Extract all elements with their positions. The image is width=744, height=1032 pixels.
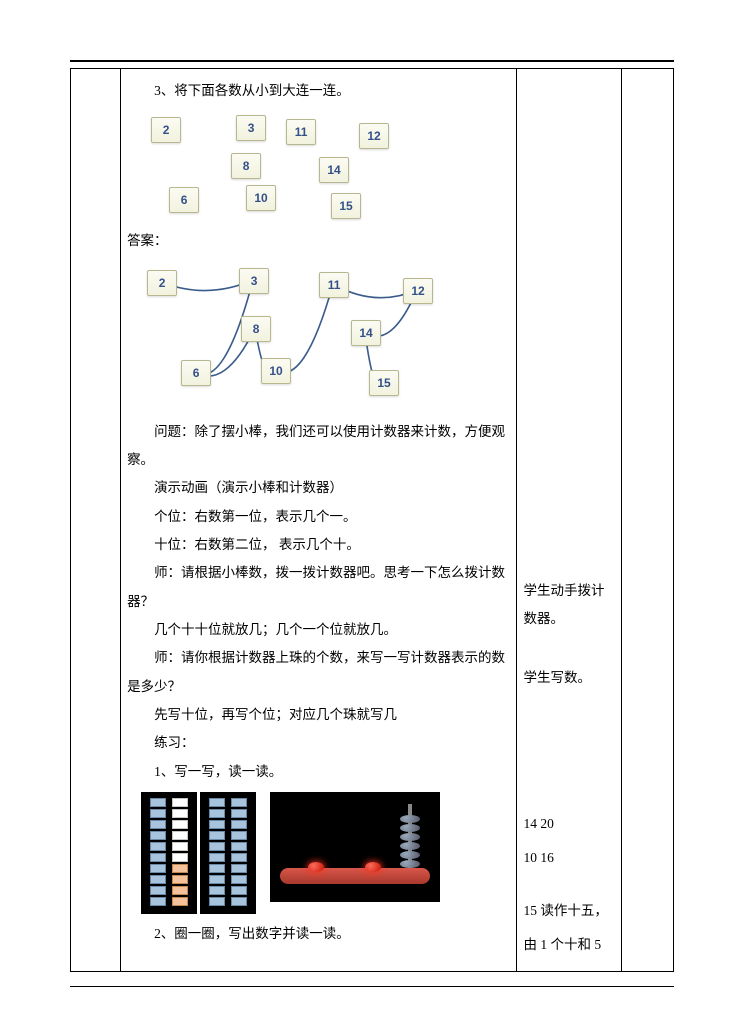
col-main: 3、将下面各数从小到大连一连。 23111281461015 答案： 23111…: [121, 69, 517, 972]
note-3b: 10 16: [523, 844, 614, 872]
abacus-figure: [270, 792, 440, 902]
number-tile: 6: [169, 187, 199, 213]
para-write: 先写十位，再写个位；对应几个珠就写几: [127, 701, 510, 729]
number-tile: 10: [246, 185, 276, 211]
number-tile: 15: [331, 193, 361, 219]
abacus-bead: [400, 824, 420, 832]
header-rule: [70, 60, 674, 62]
number-tile: 3: [239, 268, 269, 294]
number-tile: 8: [231, 153, 261, 179]
number-tile: 14: [319, 157, 349, 183]
number-boxes-question: 2 3 11 12 8 14 6 10 15: [141, 109, 510, 219]
number-tile: 15: [369, 370, 399, 396]
number-tile: 2: [147, 270, 177, 296]
q3-title: 3、将下面各数从小到大连一连。: [127, 77, 510, 105]
number-tile: 14: [351, 320, 381, 346]
para-demo: 演示动画（演示小棒和计数器）: [127, 474, 510, 502]
number-tile: 2: [151, 117, 181, 143]
abacus-red-bead: [308, 862, 324, 872]
col-blank-right: [621, 69, 673, 972]
para-ones: 个位：右数第一位，表示几个一。: [127, 503, 510, 531]
note-2: 学生写数。: [523, 664, 614, 692]
number-tile: 12: [403, 278, 433, 304]
note-4a: 15 读作十五，: [523, 897, 614, 925]
rods-figure: [141, 798, 260, 813]
number-tile: 8: [241, 316, 271, 342]
para-teacher1: 师：请根据小棒数，拨一拨计数器吧。思考一下怎么拨计数器？: [127, 559, 510, 616]
answer-label: 答案：: [127, 227, 510, 255]
para-question: 问题：除了摆小棒，我们还可以使用计数器来计数，方便观察。: [127, 418, 510, 475]
abacus-bead: [400, 815, 420, 823]
number-tile: 10: [261, 358, 291, 384]
number-tile: 3: [236, 115, 266, 141]
number-tile: 11: [286, 119, 316, 145]
col-notes: 学生动手拨计数器。 学生写数。 14 20 10 16 15 读作十五， 由 1…: [517, 69, 621, 972]
para-rule: 几个十十位就放几；几个一个位就放几。: [127, 616, 510, 644]
para-practice: 练习：: [127, 729, 510, 757]
note-4b: 由 1 个十和 5: [523, 931, 614, 959]
para-ex2: 2、圈一圈，写出数字并读一读。: [127, 920, 510, 948]
number-tile: 11: [319, 272, 349, 298]
note-1: 学生动手拨计数器。: [523, 577, 614, 634]
abacus-bead: [400, 851, 420, 859]
rods-set: [141, 792, 197, 914]
number-tile: 6: [181, 360, 211, 386]
number-boxes-answer: 2 3 11 12 8 14 6 10 15: [141, 260, 510, 410]
lesson-table: 3、将下面各数从小到大连一连。 23111281461015 答案： 23111…: [70, 68, 674, 972]
abacus-bead: [400, 842, 420, 850]
abacus-red-bead: [365, 862, 381, 872]
col-blank-left: [71, 69, 121, 972]
note-3a: 14 20: [523, 810, 614, 838]
para-teacher2: 师：请你根据计数器上珠的个数，来写一写计数器表示的数是多少？: [127, 644, 510, 701]
footer-rule: [70, 986, 674, 987]
para-ex1: 1、写一写，读一读。: [127, 758, 510, 786]
para-tens: 十位：右数第二位， 表示几个十。: [127, 531, 510, 559]
abacus-bead: [400, 833, 420, 841]
abacus-base: [280, 868, 430, 884]
rods-set: [200, 792, 256, 914]
number-tile: 12: [359, 123, 389, 149]
abacus-bead: [400, 860, 420, 868]
figures-row: [141, 792, 510, 914]
